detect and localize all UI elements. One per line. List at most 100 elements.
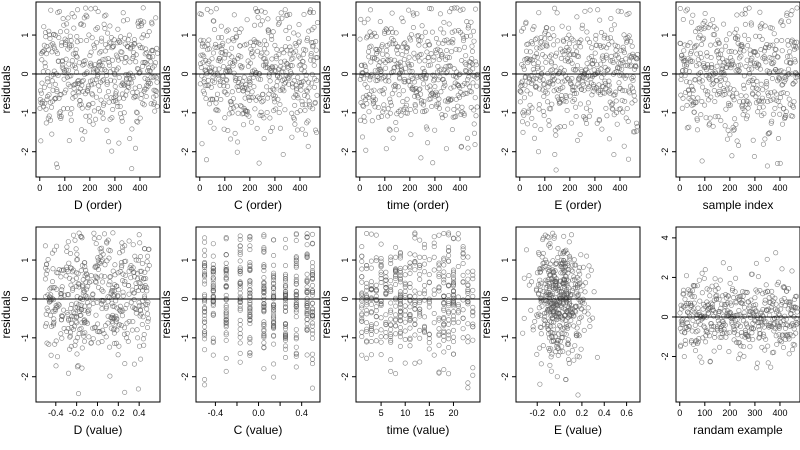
data-point bbox=[388, 339, 394, 345]
data-point bbox=[525, 110, 531, 116]
data-point bbox=[213, 6, 219, 12]
data-point bbox=[267, 115, 273, 121]
data-point bbox=[77, 98, 83, 104]
data-point bbox=[777, 111, 783, 117]
data-point bbox=[74, 33, 80, 39]
y-tick-label: -1 bbox=[20, 334, 30, 342]
data-point bbox=[248, 95, 254, 101]
data-point bbox=[112, 98, 118, 104]
data-point bbox=[73, 246, 79, 252]
data-point bbox=[261, 234, 267, 240]
data-point bbox=[393, 30, 399, 36]
data-point bbox=[229, 54, 235, 60]
data-point bbox=[111, 327, 117, 333]
data-point bbox=[211, 50, 217, 56]
data-point bbox=[682, 42, 688, 48]
data-point bbox=[708, 54, 714, 60]
data-point bbox=[101, 21, 107, 27]
plot-frame bbox=[515, 226, 641, 403]
data-point bbox=[530, 327, 536, 333]
data-point bbox=[309, 80, 315, 86]
data-point bbox=[63, 273, 69, 279]
data-point bbox=[383, 274, 389, 280]
data-point bbox=[357, 117, 363, 123]
data-point bbox=[205, 77, 211, 83]
data-point bbox=[530, 76, 536, 82]
data-point bbox=[397, 330, 403, 336]
data-point bbox=[789, 347, 795, 353]
data-point bbox=[261, 283, 267, 289]
data-point bbox=[219, 43, 225, 49]
data-point bbox=[402, 308, 408, 314]
data-point bbox=[239, 64, 245, 70]
data-point bbox=[82, 129, 88, 135]
data-point bbox=[619, 66, 625, 72]
data-point bbox=[84, 286, 90, 292]
data-point bbox=[388, 254, 394, 260]
data-point bbox=[293, 257, 299, 263]
data-point bbox=[607, 88, 613, 94]
data-point bbox=[473, 72, 479, 78]
data-point bbox=[781, 79, 787, 85]
data-point bbox=[760, 87, 766, 93]
data-point bbox=[313, 55, 319, 61]
data-point bbox=[57, 109, 63, 115]
data-point bbox=[536, 10, 542, 16]
data-point bbox=[283, 80, 289, 86]
data-point bbox=[105, 320, 111, 326]
data-point bbox=[446, 230, 452, 236]
data-point bbox=[418, 51, 424, 57]
data-point bbox=[202, 331, 208, 337]
data-point bbox=[432, 84, 438, 90]
data-point bbox=[561, 68, 567, 74]
data-point bbox=[364, 355, 370, 361]
data-point bbox=[767, 25, 773, 31]
data-point bbox=[562, 268, 568, 274]
data-point bbox=[247, 60, 253, 66]
data-point bbox=[130, 54, 136, 60]
data-point bbox=[293, 344, 299, 350]
data-point bbox=[725, 300, 731, 306]
data-point bbox=[521, 315, 527, 321]
data-point bbox=[536, 102, 542, 108]
data-point bbox=[397, 273, 403, 279]
data-point bbox=[558, 55, 564, 61]
data-point bbox=[436, 260, 442, 266]
data-point bbox=[604, 67, 610, 73]
data-point bbox=[138, 254, 144, 260]
data-point bbox=[568, 51, 574, 57]
data-point bbox=[743, 93, 749, 99]
data-point bbox=[412, 259, 418, 265]
data-point bbox=[65, 15, 71, 21]
data-point bbox=[247, 82, 253, 88]
data-point bbox=[753, 94, 759, 100]
data-point bbox=[377, 88, 383, 94]
data-point bbox=[682, 341, 688, 347]
data-point bbox=[43, 51, 49, 57]
data-point bbox=[565, 315, 571, 321]
data-point bbox=[736, 307, 742, 313]
data-point bbox=[607, 35, 613, 41]
data-point bbox=[364, 231, 370, 237]
data-point bbox=[99, 287, 105, 293]
data-point bbox=[727, 132, 733, 138]
data-point bbox=[136, 232, 142, 238]
data-point bbox=[88, 340, 94, 346]
data-point bbox=[268, 68, 274, 74]
data-point bbox=[760, 291, 766, 297]
data-point bbox=[393, 254, 399, 260]
data-point bbox=[541, 81, 547, 87]
data-point bbox=[126, 291, 132, 297]
data-point bbox=[714, 63, 720, 69]
data-point bbox=[553, 132, 559, 138]
data-point bbox=[103, 12, 109, 18]
data-point bbox=[705, 89, 711, 95]
data-point bbox=[724, 330, 730, 336]
data-point bbox=[81, 22, 87, 28]
data-point bbox=[578, 288, 584, 294]
data-point bbox=[100, 115, 106, 121]
data-point bbox=[362, 81, 368, 87]
data-point bbox=[120, 244, 126, 250]
data-point bbox=[705, 62, 711, 68]
data-point bbox=[364, 328, 370, 334]
